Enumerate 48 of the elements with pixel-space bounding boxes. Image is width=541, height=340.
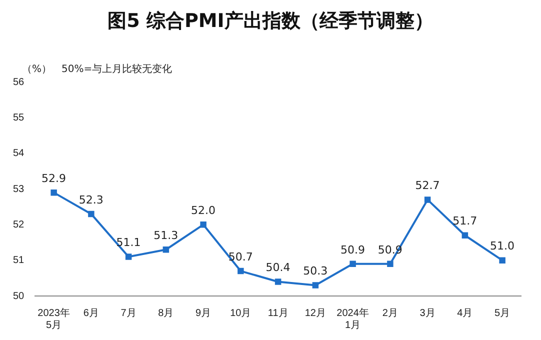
data-label: 52.7 [415,179,440,192]
x-tick-label: 2023年 5月 [38,306,70,331]
data-label: 50.7 [228,250,253,264]
x-tick-label: 2月 [382,308,398,319]
x-tick-label: 9月 [196,308,212,319]
point [238,268,244,274]
y-tick-label: 52 [13,219,25,230]
x-tick-label: 3月 [420,308,436,319]
point [50,189,57,196]
data-label: 52.9 [42,172,66,185]
x-tick-label: 10月 [230,308,252,319]
text: 50%=与上月比较无变化 [62,64,172,75]
point [424,196,431,203]
y-tick-label: 56 [13,76,25,88]
y-tick-label: 55 [13,112,25,124]
x-tick-label: 7月 [120,308,136,319]
point [162,246,170,253]
x-tick-label: 5月 [494,308,510,319]
point [200,222,206,228]
x-tick-label: 11月 [268,308,288,319]
point [274,278,282,285]
point [350,260,356,268]
point [125,254,132,260]
y-tick-label: 50 [13,290,25,302]
x-tick-label: 6月 [83,308,99,319]
data-label: 52.3 [78,193,104,206]
data-label: 50.3 [303,264,328,278]
point [88,210,94,218]
data-label: 51.0 [490,240,515,253]
x-tick-label: 8月 [158,308,174,319]
x-tick-label: 2024年 1月 [336,306,369,331]
point [312,282,319,288]
data-label: 51.1 [116,236,141,250]
y-tick-label: 54 [13,148,25,160]
data-label: 50.9 [340,243,366,256]
data-label: 51.7 [452,214,478,228]
data-label: 52.0 [191,204,216,218]
y-tick-label: 53 [13,184,25,195]
data-label: 51.3 [154,228,178,242]
point [499,257,506,264]
x-tick-label: 12月 [304,308,326,319]
x-tick-label: 4月 [457,308,473,319]
data-label: 50.4 [266,261,290,274]
y-axis-title: （%） [22,64,52,75]
y-tick-label: 51 [13,255,25,266]
point [462,232,468,238]
chart-title: 图5 综合PMI产出指数（经季节调整） [106,9,434,34]
point [387,260,394,268]
